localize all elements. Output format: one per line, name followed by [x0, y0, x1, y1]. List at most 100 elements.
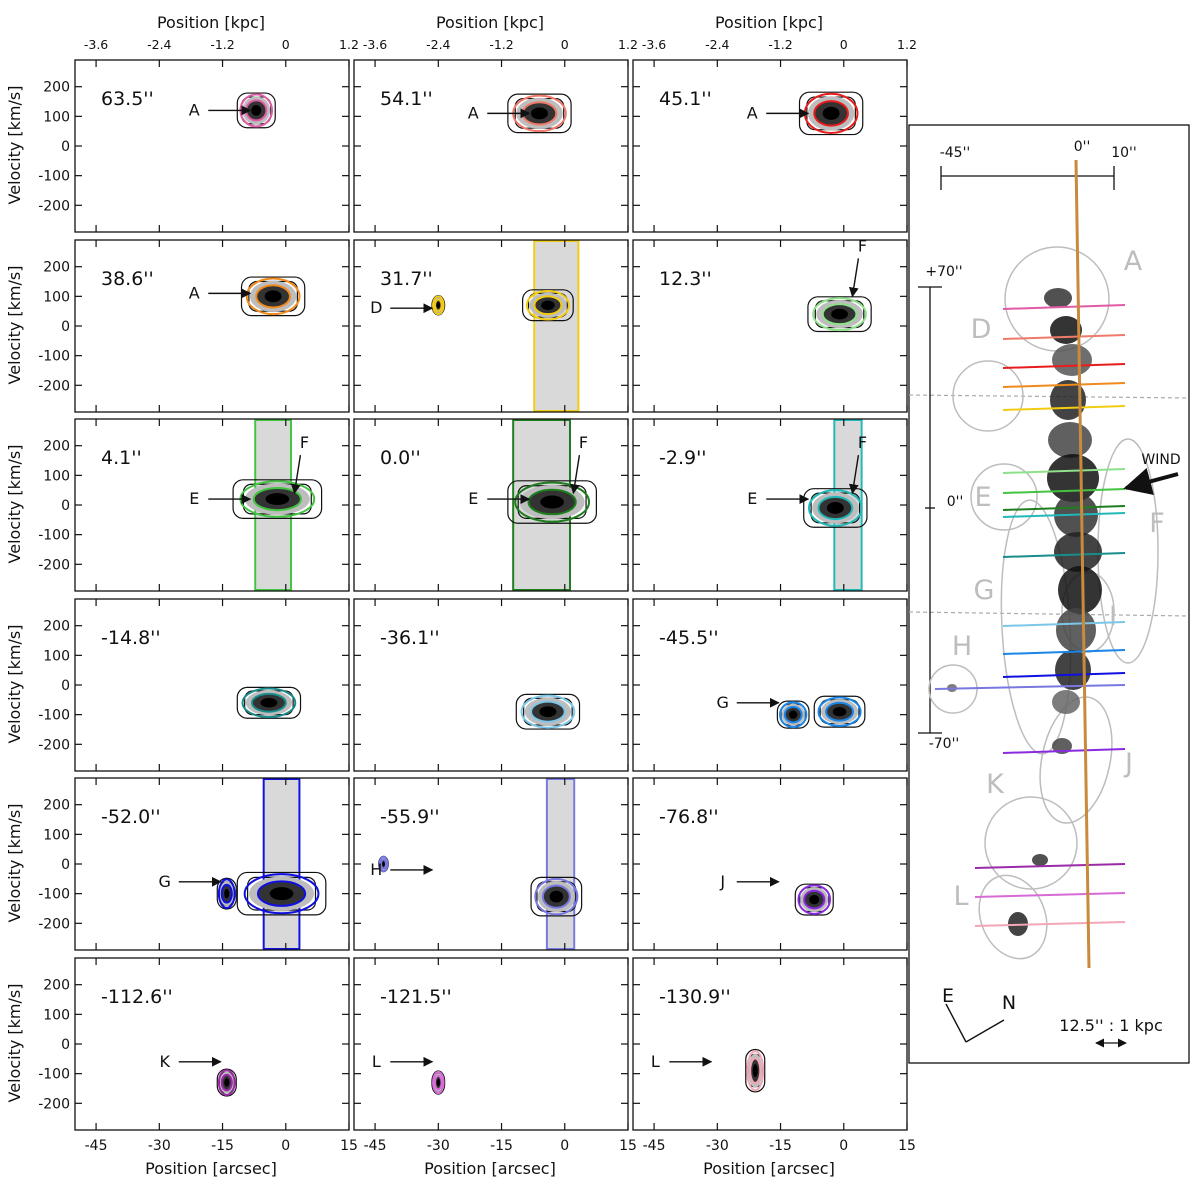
x-tick-label: -15 — [769, 1138, 792, 1154]
slit-line — [934, 684, 1126, 690]
region-arrow — [569, 455, 581, 495]
map-dashed-line-lower — [908, 611, 1190, 617]
panel-offset-label: 31.7'' — [380, 268, 433, 290]
emission-peak — [224, 1078, 230, 1087]
top-tick-label: -2.4 — [705, 37, 729, 52]
x-tick-label: 15 — [340, 1138, 358, 1154]
top-tick-label: -1.2 — [489, 37, 513, 52]
emission-peak — [540, 495, 564, 509]
pv-panel-13: 200 100 0 -100 -200 -52.0'' G — [38, 777, 350, 951]
major-axis-line — [1074, 159, 1091, 969]
region-label: F — [858, 236, 867, 255]
panel-offset-label: 45.1'' — [659, 88, 712, 110]
top-tick-label: 0 — [282, 37, 290, 52]
slit-line — [974, 863, 1126, 869]
y-tick-label: 200 — [43, 619, 70, 635]
data-contour-outer — [812, 297, 867, 332]
galaxy-blob — [1048, 422, 1092, 458]
panel-background — [354, 599, 628, 771]
region-label: D — [370, 298, 382, 317]
band-contour — [545, 778, 576, 950]
panel-offset-label: -52.0'' — [101, 806, 161, 828]
panel-background — [75, 599, 349, 771]
region-label: L — [651, 1052, 660, 1071]
region-label: A — [468, 103, 479, 122]
panel-offset-label: 54.1'' — [380, 88, 433, 110]
pv-panel-10: 200 100 0 -100 -200 -14.8'' — [38, 598, 350, 772]
y-tick-label: 0 — [61, 857, 70, 873]
region-label: F — [579, 433, 588, 452]
y-tick-label: -200 — [38, 737, 70, 753]
slit-line — [1002, 672, 1126, 678]
top-tick-label: 1.2 — [618, 37, 638, 52]
region-arrow — [848, 455, 860, 495]
region-label: E — [189, 489, 199, 508]
panel-background — [633, 240, 907, 412]
data-contour-outer — [525, 290, 570, 321]
y-tick-label: 0 — [61, 1037, 70, 1053]
y-axis-label-row6: Velocity [km/s] — [5, 984, 24, 1103]
region-D-outline — [952, 360, 1024, 432]
map-scale-label-right: 10'' — [1111, 145, 1137, 161]
emission-peak — [531, 107, 548, 120]
y-tick-label: 0 — [61, 678, 70, 694]
y-tick-label: 100 — [43, 109, 70, 125]
panel-offset-label: 38.6'' — [101, 268, 154, 290]
y-tick-label: -100 — [38, 887, 70, 903]
panel-background — [354, 240, 628, 412]
emission-peak — [436, 302, 440, 309]
pv-panel-15: -76.8'' J — [632, 777, 908, 951]
panel-offset-label: -121.5'' — [380, 986, 452, 1008]
region-K-outline — [984, 796, 1078, 890]
emission-peak — [539, 706, 557, 718]
region-label: A — [747, 103, 758, 122]
data-contour-outer — [797, 884, 832, 915]
y-tick-label: -200 — [38, 1096, 70, 1112]
region-arrow — [290, 455, 302, 495]
emission-peak — [788, 710, 798, 719]
data-contour-outer — [217, 878, 236, 909]
map-kpc-scale-text: 12.5'' : 1 kpc — [1059, 1016, 1162, 1035]
pv-panel-8: 0.0'' E F — [353, 418, 629, 592]
x-tick-label: -30 — [148, 1138, 171, 1154]
y-tick-label: 100 — [43, 289, 70, 305]
top-axis-label-col2: Position [kpc] — [436, 13, 544, 32]
slit-line — [1002, 304, 1126, 310]
panel-background — [354, 60, 628, 232]
data-contour-outer — [514, 481, 591, 523]
data-contour-outer — [378, 855, 389, 873]
emission-band — [264, 779, 299, 949]
galaxy-blob — [1056, 608, 1096, 652]
y-axis-label-row4: Velocity [km/s] — [5, 625, 24, 744]
y-tick-label: -200 — [38, 916, 70, 932]
y-tick-label: -200 — [38, 378, 70, 394]
data-contour-outer — [241, 687, 297, 719]
galaxy-blob — [1055, 650, 1091, 690]
panel-offset-label: -130.9'' — [659, 986, 731, 1008]
panel-background — [75, 958, 349, 1130]
panel-background — [633, 958, 907, 1130]
region-L-outline — [978, 874, 1048, 960]
emission-peak — [822, 106, 840, 120]
pv-panel-1: -3.6 -2.4 -1.2 0 1.2 200 100 0 -100 -200 63.5'' A — [38, 37, 359, 233]
x-tick-label: 0 — [839, 1138, 848, 1154]
bottom-axis-label-col1: Position [arcsec] — [145, 1159, 277, 1178]
region-label: A — [189, 283, 200, 302]
top-tick-label: -1.2 — [768, 37, 792, 52]
slit-line — [974, 921, 1126, 927]
panel-background — [633, 60, 907, 232]
galaxy-blob — [1052, 690, 1080, 714]
emission-peak — [269, 887, 294, 901]
band-contour — [262, 778, 301, 950]
pv-panel-12: -45.5'' G — [632, 598, 908, 772]
slit-line — [1002, 334, 1126, 340]
x-tick-label: 15 — [898, 1138, 916, 1154]
y-tick-label: 100 — [43, 468, 70, 484]
emission-peak — [260, 698, 278, 708]
panel-offset-label: 4.1'' — [101, 447, 142, 469]
y-tick-label: 100 — [43, 827, 70, 843]
galaxy-blob — [1050, 380, 1086, 420]
top-axis-label-col3: Position [kpc] — [715, 13, 823, 32]
